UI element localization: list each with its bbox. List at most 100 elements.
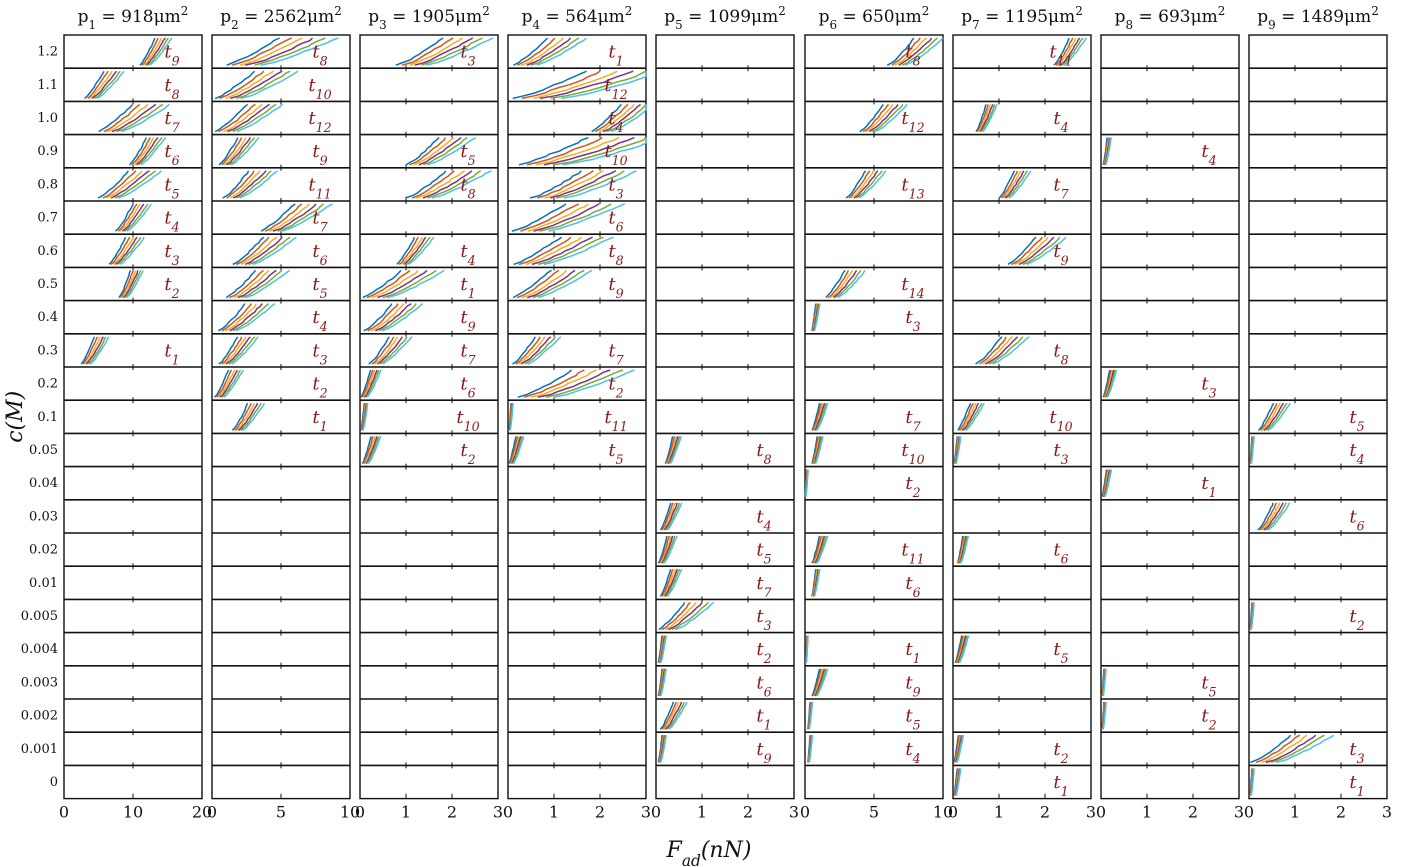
curve-0.2-s6	[366, 369, 382, 398]
curve-1.0-s4	[111, 103, 157, 133]
curve-0.5-s6	[538, 269, 593, 299]
curve-0.8-s2	[102, 170, 137, 199]
curve-0.8-s4	[550, 170, 617, 199]
curve-0.2-s4	[537, 369, 611, 398]
curve-0.8-s3	[544, 170, 604, 199]
curve-1.1-s2	[219, 70, 265, 100]
curve-0.8-s6	[239, 170, 279, 199]
curve-0.05-s2	[509, 436, 519, 464]
curve-0.02-s3	[659, 535, 672, 564]
trial-label-t_1: t1	[608, 42, 623, 69]
curve-0.8-s1	[998, 170, 1016, 199]
curve-0.1-s4	[961, 402, 979, 431]
x-tick-label: 1	[1142, 803, 1152, 822]
curve-0.6-s6	[1026, 236, 1067, 266]
curve-1.0-s1	[98, 103, 133, 133]
curve-1.1-s1	[84, 70, 105, 99]
curve-0.5-s1	[118, 270, 132, 299]
trial-label-t_3: t3	[905, 307, 920, 334]
x-tick-label: 20	[192, 803, 212, 822]
trial-label-t_6: t6	[1053, 540, 1068, 567]
curve-0.5-s5	[124, 270, 142, 299]
curve-0.05-s2	[362, 436, 374, 464]
curve-0.7-s6	[281, 203, 333, 232]
curve-0.6-s3	[400, 236, 424, 265]
curve-0.2-s3	[1104, 369, 1114, 398]
curve-0.7-s1	[114, 203, 134, 232]
curve-0.3-s5	[87, 336, 107, 365]
row-label-1.0: 1.0	[37, 111, 58, 126]
trial-label-t_10: t10	[308, 75, 331, 102]
curve-0.005-s3	[665, 601, 697, 631]
curve-0.9-s3	[133, 137, 155, 166]
curve-0.8-s4	[232, 170, 267, 199]
curve-0.003-s6	[816, 668, 829, 697]
x-tick-label: 1	[994, 803, 1004, 822]
trial-label-t_8: t8	[608, 241, 623, 268]
curve-0.001-s3	[1261, 734, 1308, 764]
curve-0.4-s1	[363, 303, 393, 332]
row-label-0.8: 0.8	[37, 177, 58, 192]
curve-0.8-s3	[850, 170, 875, 199]
curve-1.2-s3	[239, 37, 303, 66]
curve-0.2-s2	[523, 369, 585, 398]
trial-label-t_10: t10	[604, 141, 627, 168]
curve-1.0-s6	[874, 103, 908, 133]
curve-1.0-s5	[871, 103, 904, 133]
curve-1.2-s3	[520, 37, 564, 66]
panel-frame-4	[507, 34, 647, 800]
curve-1.2-s1	[886, 37, 915, 66]
curve-1.2-s1	[513, 37, 549, 66]
curve-0.04-s6	[1104, 469, 1113, 498]
curve-0.3-s4	[520, 336, 552, 365]
trial-label-t_8: t8	[164, 75, 179, 102]
trial-label-t_2: t2	[460, 440, 475, 467]
curve-0.01-s6	[813, 569, 821, 597]
x-tick-label: 10	[340, 803, 360, 822]
curve-0.03-s2	[1259, 502, 1278, 531]
row-label-0.03: 0.03	[29, 509, 58, 524]
curve-0.2-s4	[219, 369, 238, 398]
trial-label-t_4: t4	[756, 506, 771, 533]
curve-1.0-s1	[859, 103, 884, 133]
curve-0.1-s2	[812, 402, 823, 431]
trial-label-t_7: t7	[164, 108, 179, 135]
curve-1.1-s4	[539, 70, 634, 100]
trial-label-t_7: t7	[1053, 174, 1068, 201]
curve-0.8-s5	[114, 170, 156, 199]
trial-label-t_4: t4	[1201, 141, 1216, 168]
curve-0.02-s5	[959, 535, 968, 564]
curve-0.002-s5	[666, 701, 685, 730]
x-tick-label: 0	[948, 803, 958, 822]
trial-label-t_7: t7	[756, 573, 771, 600]
curve-1.0-s5	[116, 103, 164, 133]
trial-label-t_3: t3	[460, 42, 475, 69]
curve-0.1-s3	[235, 402, 256, 431]
curve-1.0-s5	[232, 103, 277, 133]
curve-0.3-s6	[89, 336, 110, 365]
curve-0.6-s3	[525, 236, 582, 266]
curve-0.2-s5	[365, 369, 380, 398]
panel-title-8: p8 = 693μm2	[1115, 4, 1226, 32]
curve-0.3-s2	[515, 336, 541, 365]
curve-0.05-s1	[664, 436, 674, 464]
curve-0.01-s2	[661, 568, 674, 597]
curve-0.6-s6	[408, 236, 435, 266]
curve-0.05-s4	[813, 436, 822, 464]
curve-0.1-s4	[1263, 402, 1285, 431]
x-tick-label: 2	[595, 803, 605, 822]
curve-0.2-s6	[554, 369, 635, 398]
curve-0.1-s6	[242, 402, 265, 432]
curve-0.3-s2	[221, 336, 243, 365]
trial-label-t_7: t7	[312, 208, 327, 235]
curve-0.05-s4	[511, 436, 522, 464]
curve-1.0-s6	[121, 103, 170, 133]
row-label-0.1: 0.1	[37, 410, 58, 425]
trial-label-t_1: t1	[905, 639, 920, 666]
curve-0.7-s6	[126, 203, 152, 232]
curve-0.9-s1	[405, 137, 440, 166]
curve-0.4-s6	[235, 303, 276, 332]
curve-0.1-s4	[814, 402, 826, 431]
row-label-0: 0	[50, 775, 58, 790]
curve-0.05-s6	[1250, 436, 1255, 464]
